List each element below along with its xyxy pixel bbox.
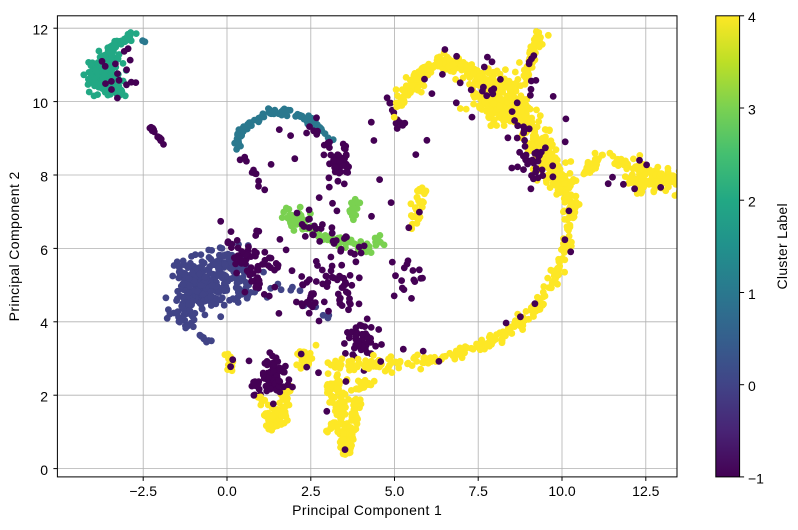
svg-text:0.0: 0.0 [217,483,237,499]
svg-text:4: 4 [40,315,48,331]
svg-text:3: 3 [748,101,756,117]
svg-text:Principal Component 2: Principal Component 2 [6,171,22,321]
svg-text:Cluster Label: Cluster Label [774,203,790,289]
svg-text:−1: −1 [748,470,764,486]
svg-text:10.0: 10.0 [548,483,575,499]
svg-text:−2.5: −2.5 [129,483,157,499]
svg-text:10: 10 [33,95,49,111]
svg-text:5.0: 5.0 [385,483,405,499]
svg-text:4: 4 [748,9,756,25]
svg-text:6: 6 [40,242,48,258]
svg-text:2.5: 2.5 [301,483,321,499]
svg-text:2: 2 [40,389,48,405]
svg-text:0: 0 [748,378,756,394]
svg-text:12.5: 12.5 [632,483,659,499]
svg-text:7.5: 7.5 [468,483,488,499]
svg-text:12: 12 [33,22,49,38]
svg-text:0: 0 [40,462,48,478]
svg-text:8: 8 [40,168,48,184]
svg-text:Principal Component 1: Principal Component 1 [292,502,442,518]
svg-text:1: 1 [748,286,756,302]
svg-text:2: 2 [748,194,756,210]
